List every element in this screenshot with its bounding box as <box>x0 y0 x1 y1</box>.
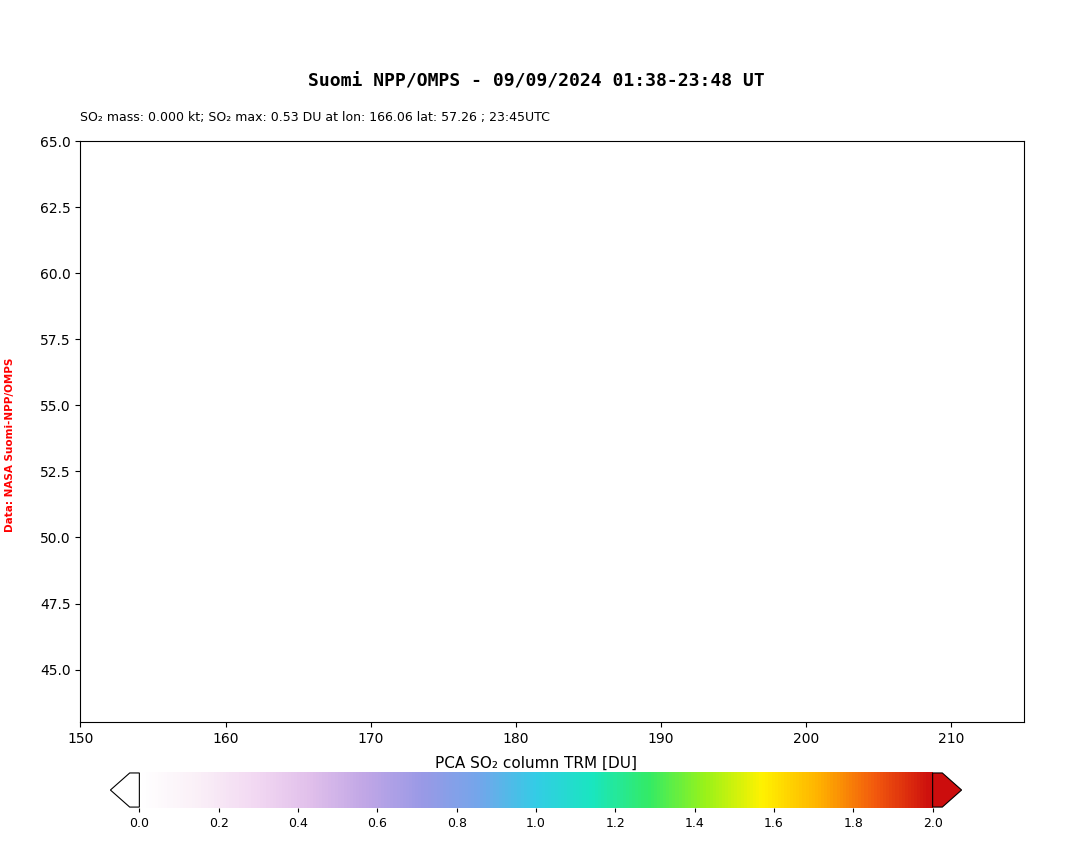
Text: Suomi NPP/OMPS - 09/09/2024 01:38-23:48 UT: Suomi NPP/OMPS - 09/09/2024 01:38-23:48 … <box>308 72 764 91</box>
Text: Data: NASA Suomi-NPP/OMPS: Data: NASA Suomi-NPP/OMPS <box>5 357 15 532</box>
Title: PCA SO₂ column TRM [DU]: PCA SO₂ column TRM [DU] <box>435 756 637 771</box>
Text: SO₂ mass: 0.000 kt; SO₂ max: 0.53 DU at lon: 166.06 lat: 57.26 ; 23:45UTC: SO₂ mass: 0.000 kt; SO₂ max: 0.53 DU at … <box>80 111 550 125</box>
